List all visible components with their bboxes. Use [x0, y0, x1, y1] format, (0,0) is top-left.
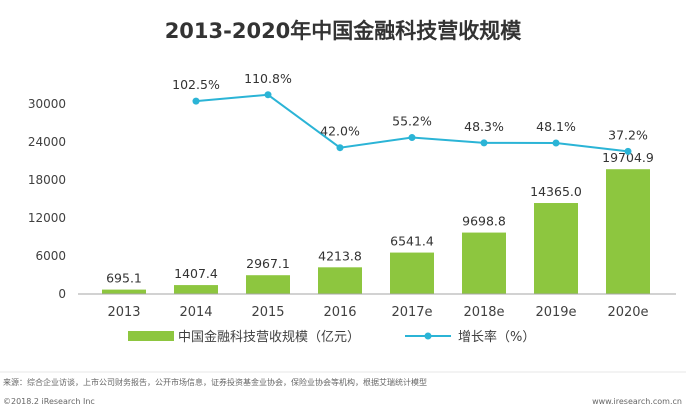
growth-value-label: 102.5%	[172, 77, 220, 92]
x-axis: 2013 2014 2015 2016 2017e 2018e 2019e 2020e	[107, 305, 648, 320]
legend-label-line: 增长率（%）	[458, 329, 535, 345]
bar	[606, 169, 650, 294]
growth-value-label: 37.2%	[608, 127, 648, 142]
x-tick-label: 2014	[179, 305, 212, 320]
y-tick-label: 30000	[28, 97, 66, 111]
bar	[246, 275, 290, 294]
growth-value-label: 42.0%	[320, 124, 360, 139]
growth-point	[192, 97, 200, 105]
x-tick-label: 2019e	[535, 305, 576, 320]
growth-point	[336, 144, 344, 152]
growth-value-label: 48.1%	[536, 119, 576, 134]
copyright-text: ©2018.2 iResearch Inc	[3, 397, 95, 406]
x-tick-label: 2018e	[463, 305, 504, 320]
legend-label-bar: 中国金融科技营收规模（亿元）	[178, 329, 360, 345]
x-tick-label: 2016	[323, 305, 356, 320]
bar-value-label: 4213.8	[318, 248, 362, 263]
source-note: 来源：综合企业访谈，上市公司财务报告，公开市场信息，证券投资基金业协会，保险业协…	[3, 377, 427, 387]
bar-value-label: 1407.4	[174, 266, 218, 281]
y-tick-label: 6000	[35, 249, 66, 263]
y-tick-label: 24000	[28, 135, 66, 149]
x-tick-label: 2015	[251, 305, 284, 320]
growth-value-label: 55.2%	[392, 114, 432, 129]
growth-value-label: 48.3%	[464, 119, 504, 134]
growth-point	[264, 91, 272, 99]
growth-line-series: 102.5% 110.8% 42.0% 55.2% 48.3% 48.1% 37.2%	[172, 71, 648, 155]
bar	[102, 289, 146, 294]
y-tick-label: 0	[58, 287, 66, 301]
x-tick-label: 2017e	[391, 305, 432, 320]
bar-value-label: 6541.4	[390, 234, 434, 249]
bar-value-label: 19704.9	[602, 150, 654, 165]
legend-swatch-bar	[128, 331, 174, 341]
growth-point	[552, 139, 560, 147]
y-axis: 0 6000 12000 18000 24000 30000	[28, 97, 66, 301]
bar	[318, 267, 362, 294]
y-tick-label: 12000	[28, 211, 66, 225]
growth-point	[408, 134, 416, 142]
bar-value-label: 9698.8	[462, 214, 506, 229]
bar	[174, 285, 218, 294]
bar-series: 695.1 1407.4 2967.1 4213.8 6541.4 9698.8 14365…	[102, 150, 654, 294]
chart-title: 2013-2020年中国金融科技营收规模	[165, 19, 523, 43]
bar	[462, 232, 506, 294]
bar-value-label: 2967.1	[246, 256, 290, 271]
bar	[390, 252, 434, 294]
website-text: www.iresearch.com.cn	[592, 397, 682, 406]
legend: 中国金融科技营收规模（亿元） 增长率（%）	[128, 329, 535, 345]
x-tick-label: 2020e	[607, 305, 648, 320]
x-tick-label: 2013	[107, 305, 140, 320]
legend-marker-line	[424, 332, 432, 340]
growth-point	[480, 139, 488, 147]
growth-value-label: 110.8%	[244, 71, 292, 86]
growth-point	[624, 147, 632, 155]
bar-value-label: 14365.0	[530, 184, 582, 199]
y-tick-label: 18000	[28, 173, 66, 187]
bar-value-label: 695.1	[106, 271, 142, 286]
bar	[534, 203, 578, 294]
